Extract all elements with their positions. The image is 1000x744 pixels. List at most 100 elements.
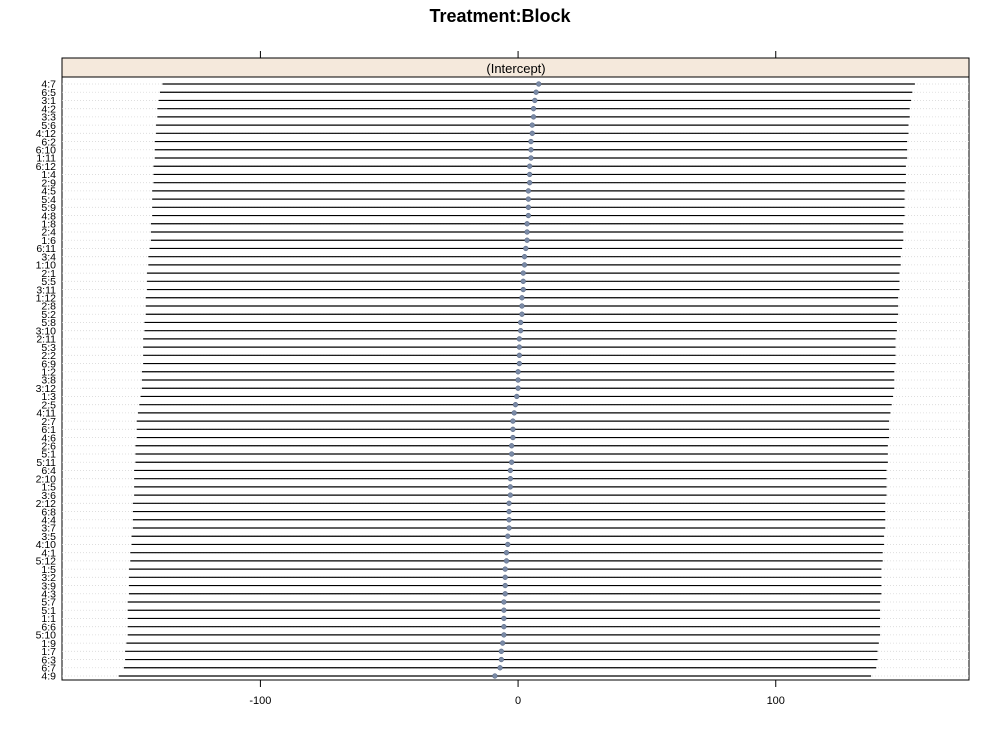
estimate-point xyxy=(502,566,508,572)
estimate-point xyxy=(505,533,511,539)
row-label: 2:2 xyxy=(41,350,56,362)
row-label: 5:2 xyxy=(41,309,56,321)
estimate-point xyxy=(518,319,524,326)
estimate-point xyxy=(502,591,508,597)
estimate-point xyxy=(507,476,513,482)
row-label: 6:4 xyxy=(41,465,56,477)
estimate-point xyxy=(532,97,538,104)
row-label: 3:11 xyxy=(36,284,56,296)
row-label: 3:5 xyxy=(41,531,56,543)
row-label: 4:9 xyxy=(41,671,56,683)
estimate-point xyxy=(498,648,504,654)
x-tick-label: 100 xyxy=(767,695,785,707)
estimate-point xyxy=(525,204,532,210)
row-label: 3:12 xyxy=(36,383,57,395)
estimate-point xyxy=(503,550,510,556)
row-label: 1:1 xyxy=(41,613,56,625)
estimate-point xyxy=(528,155,534,161)
estimate-points xyxy=(492,81,542,679)
row-label: 2:10 xyxy=(36,473,57,485)
row-label: 5:5 xyxy=(41,276,56,288)
row-label: 5:12 xyxy=(36,556,57,568)
estimate-point xyxy=(518,328,524,334)
estimate-point xyxy=(506,517,512,523)
row-label: 1:9 xyxy=(41,638,56,650)
row-label: 2:4 xyxy=(41,227,56,239)
row-label: 4:8 xyxy=(41,210,56,222)
row-label: 6:9 xyxy=(41,358,56,370)
estimate-point xyxy=(524,237,530,243)
estimate-point xyxy=(502,574,508,580)
row-label: 4:12 xyxy=(36,128,57,140)
estimate-point xyxy=(524,221,530,227)
estimate-point xyxy=(507,484,513,490)
row-label: 4:11 xyxy=(36,408,56,420)
x-tick-label: -100 xyxy=(249,695,271,707)
estimate-point xyxy=(501,632,507,638)
estimate-point xyxy=(501,624,507,630)
row-label: 6:11 xyxy=(36,243,56,255)
estimate-point xyxy=(519,295,525,301)
estimate-point xyxy=(508,459,515,465)
estimate-point xyxy=(525,212,532,219)
estimate-point xyxy=(527,180,533,186)
row-label: 3:3 xyxy=(41,112,56,124)
estimate-point xyxy=(512,402,519,408)
row-label: 6:5 xyxy=(41,87,56,99)
estimate-point xyxy=(530,114,537,120)
estimate-point xyxy=(527,163,533,169)
row-label: 1:12 xyxy=(36,292,57,304)
row-label: 4:7 xyxy=(41,79,56,91)
row-label: 2:9 xyxy=(41,177,56,189)
row-label: 4:6 xyxy=(41,432,56,444)
estimate-point xyxy=(519,311,525,317)
estimate-point xyxy=(520,278,526,284)
row-label: 6:10 xyxy=(36,144,57,156)
estimate-point xyxy=(525,196,532,202)
row-label: 4:2 xyxy=(41,103,56,115)
row-label: 5:7 xyxy=(41,597,56,609)
estimate-point xyxy=(528,147,534,153)
estimate-point xyxy=(529,122,535,128)
row-label: 1:5 xyxy=(41,564,56,576)
panel-strip-label: (Intercept) xyxy=(486,61,545,76)
row-label: 3:2 xyxy=(41,572,56,584)
estimate-point xyxy=(506,500,512,506)
row-label: 6:6 xyxy=(41,621,56,633)
row-label: 1:10 xyxy=(36,260,57,272)
estimate-point xyxy=(507,492,513,498)
estimate-point xyxy=(508,451,515,457)
estimate-point xyxy=(501,599,507,605)
estimate-point xyxy=(529,130,535,136)
estimate-point xyxy=(520,270,526,276)
row-label: 6:12 xyxy=(36,161,57,173)
row-labels: 4:76:53:14:23:35:64:126:26:101:116:121:4… xyxy=(36,79,57,683)
estimate-point xyxy=(521,254,528,260)
row-label: 5:6 xyxy=(41,120,56,132)
row-label: 5:1 xyxy=(41,449,56,461)
estimate-point xyxy=(503,558,510,564)
row-label: 5:9 xyxy=(41,202,56,214)
estimate-point xyxy=(515,377,521,383)
estimate-point xyxy=(510,418,516,424)
row-label: 1:8 xyxy=(41,218,56,230)
estimate-point xyxy=(533,89,539,95)
estimate-point xyxy=(507,467,513,474)
estimate-point xyxy=(506,508,512,515)
row-label: 2:8 xyxy=(41,301,56,313)
estimate-point xyxy=(524,229,530,235)
row-label: 3:10 xyxy=(36,325,57,337)
row-label: 2:6 xyxy=(41,440,56,452)
estimate-point xyxy=(520,286,526,293)
estimate-point xyxy=(510,426,516,432)
row-label: 2:12 xyxy=(36,498,57,510)
estimate-point xyxy=(536,81,542,87)
row-label: 1:3 xyxy=(41,391,56,403)
estimate-point xyxy=(519,303,525,309)
row-label: 1:11 xyxy=(36,153,56,165)
estimate-point xyxy=(508,443,515,449)
row-label: 3:9 xyxy=(41,580,56,592)
estimate-point xyxy=(502,582,508,589)
estimate-point xyxy=(516,360,523,367)
